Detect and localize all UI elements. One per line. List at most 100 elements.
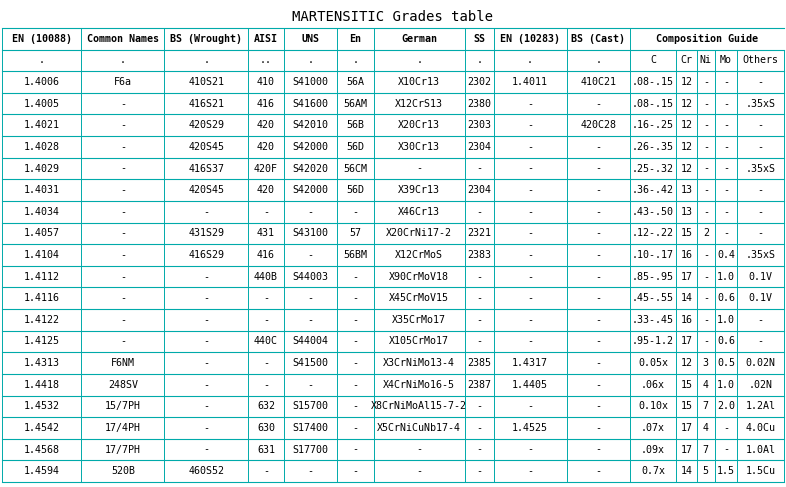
- Text: 3: 3: [703, 358, 709, 368]
- Text: 56D: 56D: [347, 185, 365, 195]
- Text: -: -: [703, 120, 709, 131]
- Text: -: -: [527, 315, 533, 325]
- Text: 416S29: 416S29: [188, 250, 224, 260]
- Text: Common Names: Common Names: [87, 34, 159, 44]
- Text: -: -: [595, 445, 601, 454]
- Text: S42000: S42000: [292, 185, 329, 195]
- Text: -: -: [595, 466, 601, 476]
- Text: -: -: [308, 466, 314, 476]
- Text: 1.4405: 1.4405: [512, 380, 548, 390]
- Text: 15: 15: [681, 401, 692, 412]
- Text: AISI: AISI: [254, 34, 278, 44]
- Text: -: -: [595, 401, 601, 412]
- Text: -: -: [703, 337, 709, 346]
- Text: 57: 57: [350, 228, 362, 238]
- Text: .: .: [203, 56, 209, 65]
- Text: -: -: [723, 77, 729, 87]
- Text: 460S52: 460S52: [188, 466, 224, 476]
- Text: F6NM: F6NM: [111, 358, 135, 368]
- Text: 12: 12: [681, 99, 692, 109]
- Text: -: -: [352, 337, 358, 346]
- Text: 1.4034: 1.4034: [24, 207, 60, 217]
- Text: -: -: [758, 315, 764, 325]
- Text: 1.0: 1.0: [717, 272, 735, 281]
- Text: 56B: 56B: [347, 120, 365, 131]
- Text: S43100: S43100: [292, 228, 329, 238]
- Text: .85-.95: .85-.95: [632, 272, 674, 281]
- Text: X12CrMoS: X12CrMoS: [395, 250, 443, 260]
- Text: 0.4: 0.4: [717, 250, 735, 260]
- Text: 420S45: 420S45: [188, 142, 224, 152]
- Text: 2.0: 2.0: [717, 401, 735, 412]
- Text: 2385: 2385: [468, 358, 491, 368]
- Text: -: -: [352, 401, 358, 412]
- Text: -: -: [476, 337, 483, 346]
- Text: 2304: 2304: [468, 185, 491, 195]
- Text: 632: 632: [257, 401, 275, 412]
- Text: -: -: [723, 423, 729, 433]
- Text: -: -: [723, 185, 729, 195]
- Text: 416: 416: [257, 99, 275, 109]
- Text: -: -: [308, 250, 314, 260]
- Text: 12: 12: [681, 77, 692, 87]
- Text: -: -: [758, 228, 764, 238]
- Text: -: -: [119, 120, 126, 131]
- Text: -: -: [203, 337, 209, 346]
- Text: -: -: [595, 380, 601, 390]
- Text: 56BM: 56BM: [343, 250, 367, 260]
- Text: 4: 4: [703, 380, 709, 390]
- Text: 520B: 520B: [111, 466, 135, 476]
- Text: -: -: [263, 466, 269, 476]
- Text: 15/7PH: 15/7PH: [105, 401, 141, 412]
- Text: .: .: [119, 56, 126, 65]
- Text: 0.6: 0.6: [717, 293, 735, 303]
- Text: 1.4028: 1.4028: [24, 142, 60, 152]
- Text: .16-.25: .16-.25: [632, 120, 674, 131]
- Text: -: -: [527, 293, 533, 303]
- Text: S17400: S17400: [292, 423, 329, 433]
- Text: -: -: [119, 207, 126, 217]
- Text: X30Cr13: X30Cr13: [399, 142, 440, 152]
- Text: 416S21: 416S21: [188, 99, 224, 109]
- Text: -: -: [119, 164, 126, 173]
- Text: -: -: [595, 337, 601, 346]
- Text: 1.5: 1.5: [717, 466, 735, 476]
- Text: 0.1V: 0.1V: [748, 272, 773, 281]
- Text: -: -: [703, 272, 709, 281]
- Text: 2380: 2380: [468, 99, 491, 109]
- Text: -: -: [417, 164, 422, 173]
- Text: 420: 420: [257, 185, 275, 195]
- Text: 7: 7: [703, 401, 709, 412]
- Text: 2321: 2321: [468, 228, 491, 238]
- Text: 420S29: 420S29: [188, 120, 224, 131]
- Text: 631: 631: [257, 445, 275, 454]
- Text: -: -: [203, 315, 209, 325]
- Text: -: -: [595, 358, 601, 368]
- Text: .09x: .09x: [641, 445, 665, 454]
- Text: -: -: [595, 315, 601, 325]
- Text: -: -: [119, 315, 126, 325]
- Text: X90CrMoV18: X90CrMoV18: [389, 272, 450, 281]
- Text: -: -: [527, 164, 533, 173]
- Text: -: -: [203, 207, 209, 217]
- Text: 1.4542: 1.4542: [24, 423, 60, 433]
- Text: 0.7x: 0.7x: [641, 466, 665, 476]
- Text: 1.4418: 1.4418: [24, 380, 60, 390]
- Text: 2387: 2387: [468, 380, 491, 390]
- Text: -: -: [352, 423, 358, 433]
- Text: -: -: [476, 293, 483, 303]
- Text: -: -: [703, 315, 709, 325]
- Text: -: -: [703, 164, 709, 173]
- Text: -: -: [527, 466, 533, 476]
- Text: -: -: [595, 142, 601, 152]
- Text: 1.4011: 1.4011: [512, 77, 548, 87]
- Text: 1.4031: 1.4031: [24, 185, 60, 195]
- Text: -: -: [263, 293, 269, 303]
- Text: BS (Cast): BS (Cast): [571, 34, 625, 44]
- Text: 15: 15: [681, 228, 692, 238]
- Text: -: -: [723, 445, 729, 454]
- Text: -: -: [476, 315, 483, 325]
- Text: 440B: 440B: [254, 272, 278, 281]
- Text: .02N: .02N: [748, 380, 773, 390]
- Text: German: German: [402, 34, 437, 44]
